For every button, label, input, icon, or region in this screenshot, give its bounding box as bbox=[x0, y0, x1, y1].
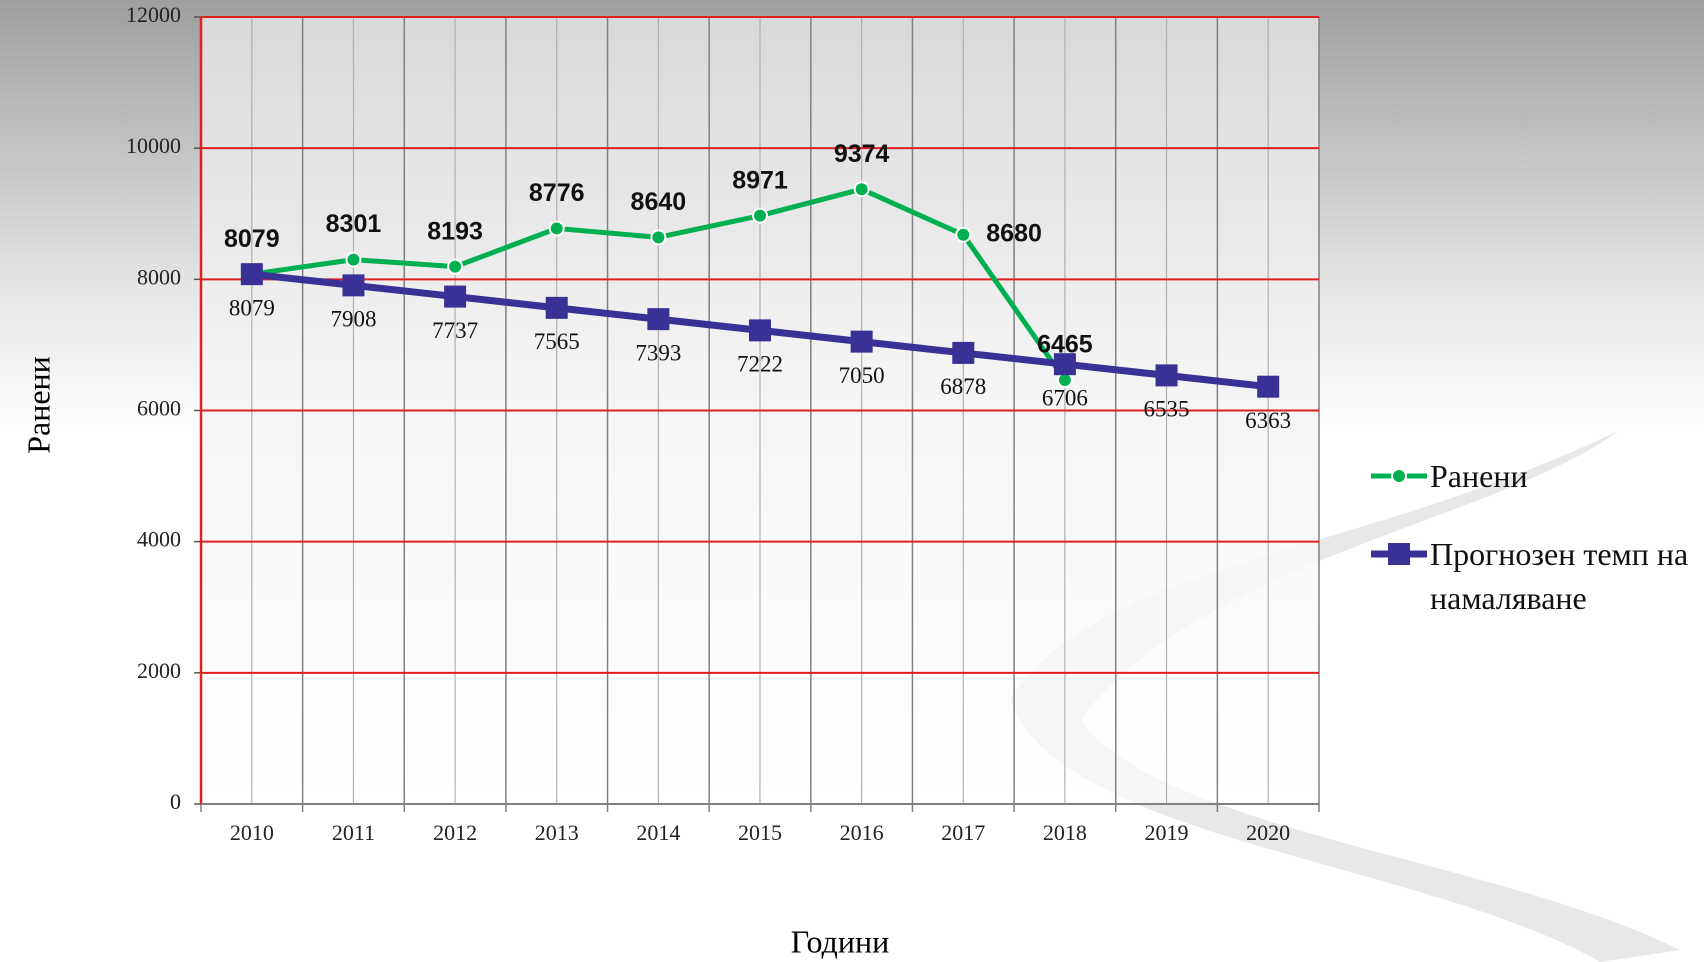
x-axis-title: Години bbox=[791, 923, 889, 959]
y-tick-label: 0 bbox=[170, 789, 181, 814]
data-label: 8971 bbox=[732, 166, 788, 194]
marker bbox=[853, 181, 870, 198]
data-label: 9374 bbox=[834, 140, 890, 168]
marker bbox=[342, 274, 365, 297]
data-label: 6535 bbox=[1144, 397, 1190, 422]
x-tick-label: 2018 bbox=[1043, 820, 1087, 845]
y-axis-title: Ранени bbox=[20, 356, 56, 454]
data-label: 8079 bbox=[224, 225, 280, 253]
marker bbox=[545, 296, 568, 319]
data-label: 6878 bbox=[940, 374, 986, 399]
marker bbox=[650, 229, 667, 246]
data-label: 7222 bbox=[737, 352, 783, 377]
data-label: 8680 bbox=[986, 219, 1042, 247]
legend-label: Ранени bbox=[1430, 458, 1528, 494]
x-tick-label: 2014 bbox=[636, 820, 680, 845]
data-label: 7393 bbox=[635, 340, 681, 365]
legend-marker bbox=[1391, 468, 1407, 484]
marker bbox=[240, 263, 263, 286]
data-label: 8193 bbox=[427, 217, 483, 245]
y-tick-label: 2000 bbox=[137, 658, 181, 683]
data-label: 7737 bbox=[432, 318, 478, 343]
x-tick-label: 2020 bbox=[1246, 820, 1290, 845]
marker bbox=[850, 330, 873, 353]
data-label: 7565 bbox=[534, 329, 580, 354]
y-tick-label: 10000 bbox=[126, 133, 181, 158]
data-label: 8776 bbox=[529, 179, 585, 207]
data-label: 8079 bbox=[229, 295, 275, 320]
marker bbox=[345, 251, 362, 268]
y-tick-label: 12000 bbox=[126, 2, 181, 27]
marker bbox=[1257, 375, 1280, 398]
decor-swirl bbox=[1010, 430, 1680, 962]
y-tick-label: 4000 bbox=[137, 527, 181, 552]
y-tick-label: 8000 bbox=[137, 264, 181, 289]
x-tick-label: 2019 bbox=[1145, 820, 1189, 845]
marker bbox=[752, 207, 768, 224]
data-label: 8640 bbox=[631, 188, 687, 216]
data-label: 6706 bbox=[1042, 385, 1088, 410]
x-tick-label: 2016 bbox=[840, 820, 884, 845]
marker bbox=[647, 308, 670, 331]
x-tick-label: 2017 bbox=[941, 820, 985, 845]
marker bbox=[444, 285, 467, 308]
marker bbox=[749, 319, 771, 342]
data-label: 7908 bbox=[330, 307, 376, 332]
x-tick-label: 2013 bbox=[535, 820, 579, 845]
marker bbox=[1053, 353, 1076, 376]
x-tick-label: 2010 bbox=[230, 820, 274, 845]
data-label: 8301 bbox=[326, 210, 382, 238]
y-tick-label: 6000 bbox=[137, 396, 181, 421]
legend-marker bbox=[1388, 543, 1410, 565]
marker bbox=[952, 341, 975, 364]
x-tick-label: 2012 bbox=[433, 820, 477, 845]
data-label: 6363 bbox=[1245, 408, 1291, 433]
marker bbox=[1155, 364, 1178, 387]
x-tick-label: 2011 bbox=[332, 820, 375, 845]
data-label: 7050 bbox=[839, 363, 885, 388]
legend-label: Прогнозен темп на намаляване bbox=[1430, 536, 1689, 616]
marker bbox=[955, 226, 972, 243]
marker bbox=[548, 220, 565, 237]
x-tick-label: 2015 bbox=[738, 820, 782, 845]
marker bbox=[447, 258, 464, 275]
